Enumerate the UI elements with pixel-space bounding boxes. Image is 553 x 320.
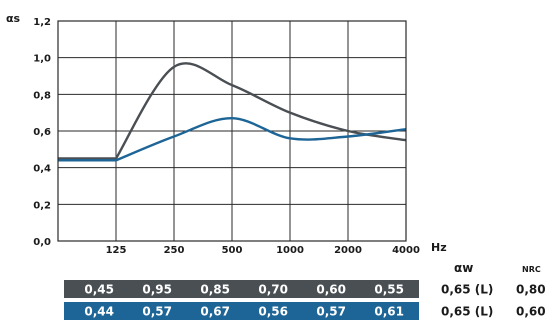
y-tick-label: 0,8 — [33, 90, 51, 101]
table-cell: 0,85 — [200, 283, 230, 297]
y-tick-label: 0,4 — [33, 164, 51, 175]
x-tick-label: 250 — [164, 245, 185, 256]
y-tick-label: 0,0 — [33, 237, 51, 248]
nrc-header: NRC — [522, 265, 541, 274]
y-axis-label: αs — [6, 12, 21, 25]
table-cell: 0,61 — [374, 305, 404, 319]
x-axis-label: Hz — [431, 241, 447, 254]
series-line — [58, 116, 407, 162]
table-cell: 0,60 — [316, 283, 346, 297]
table-row-bar — [64, 280, 419, 298]
table-row: 0,44 0,57 0,67 0,56 0,57 0,61 0,65 (L) 0,60 — [64, 302, 546, 320]
grid — [58, 21, 406, 241]
x-tick-labels: 125 250 500 1000 2000 4000 — [106, 245, 420, 256]
table-cell: 0,95 — [142, 283, 172, 297]
table-cell: 0,57 — [316, 305, 346, 319]
y-tick-label: 1,0 — [33, 54, 51, 65]
aw-value: 0,65 (L) — [441, 305, 493, 319]
x-tick-label: 500 — [222, 245, 243, 256]
y-tick-label: 0,2 — [33, 200, 51, 211]
nrc-value: 0,80 — [516, 283, 546, 297]
x-tick-label: 1000 — [276, 245, 304, 256]
table-cell: 0,57 — [142, 305, 172, 319]
table-row: 0,45 0,95 0,85 0,70 0,60 0,55 0,65 (L) 0,80 — [64, 280, 546, 298]
series-layer — [58, 62, 407, 162]
table-cell: 0,45 — [84, 283, 114, 297]
table-cell: 0,44 — [84, 305, 114, 319]
aw-header: αw — [454, 261, 473, 275]
aw-value: 0,65 (L) — [441, 283, 493, 297]
nrc-value: 0,60 — [516, 305, 546, 319]
y-tick-label: 0,6 — [33, 127, 51, 138]
x-tick-label: 4000 — [392, 245, 420, 256]
data-table: 0,45 0,95 0,85 0,70 0,60 0,55 0,65 (L) 0,80 0,44… — [64, 280, 546, 320]
table-cell: 0,70 — [258, 283, 288, 297]
y-tick-label: 1,2 — [33, 17, 51, 28]
table-cell: 0,55 — [374, 283, 404, 297]
x-tick-label: 2000 — [334, 245, 362, 256]
x-tick-label: 125 — [106, 245, 127, 256]
table-cell: 0,56 — [258, 305, 288, 319]
table-cell: 0,67 — [200, 305, 230, 319]
plot-frame — [57, 20, 407, 242]
series-line — [58, 62, 407, 160]
table-row-bar — [64, 302, 419, 320]
y-tick-labels: 0,0 0,2 0,4 0,6 0,8 1,0 1,2 — [33, 17, 51, 248]
